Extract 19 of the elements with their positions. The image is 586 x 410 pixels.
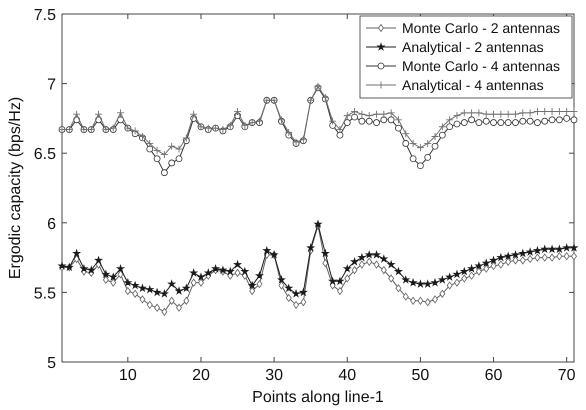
x-tick-label: 50 xyxy=(412,367,430,384)
x-tick-label: 70 xyxy=(558,367,576,384)
legend-label: Analytical - 2 antennas xyxy=(402,39,544,55)
x-tick-label: 30 xyxy=(265,367,284,384)
legend-label: Monte Carlo - 2 antennas xyxy=(402,20,560,36)
x-tick-label: 10 xyxy=(118,367,137,384)
x-tick-label: 60 xyxy=(484,367,503,384)
legend-label: Monte Carlo - 4 antennas xyxy=(402,58,560,74)
x-tick-label: 20 xyxy=(192,367,210,384)
y-axis-title: Ergodic capacity (bps/Hz) xyxy=(7,96,24,280)
y-tick-label: 6.5 xyxy=(34,146,56,164)
y-tick-label: 5 xyxy=(47,355,56,372)
y-tick-label: 6 xyxy=(47,216,56,233)
x-axis-title: Points along line-1 xyxy=(252,389,384,406)
x-tick-label: 40 xyxy=(338,367,356,384)
y-tick-label: 7 xyxy=(47,76,56,94)
y-tick-label: 7.5 xyxy=(34,7,56,24)
legend-label: Analytical - 4 antennas xyxy=(402,77,544,93)
y-tick-label: 5.5 xyxy=(34,285,56,302)
